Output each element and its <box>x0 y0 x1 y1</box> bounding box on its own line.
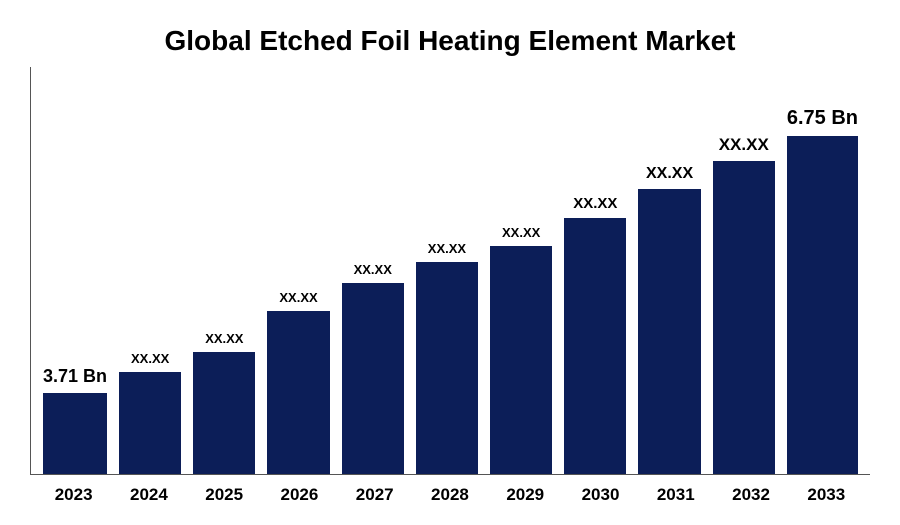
bar-group: 3.71 Bn <box>43 67 107 474</box>
bar-value-label: XX.XX <box>502 225 540 240</box>
x-tick: 2029 <box>494 485 557 505</box>
bar-group: XX.XX <box>564 67 626 474</box>
bar-value-label: XX.XX <box>279 290 317 305</box>
bar-group: XX.XX <box>267 67 329 474</box>
bar-value-label: 6.75 Bn <box>787 107 858 130</box>
bar-2032 <box>713 161 775 474</box>
bar-2033 <box>787 136 858 474</box>
bar-value-label: XX.XX <box>646 165 693 183</box>
x-tick: 2031 <box>644 485 707 505</box>
bar-group: XX.XX <box>638 67 700 474</box>
bar-group: XX.XX <box>490 67 552 474</box>
bar-value-label: XX.XX <box>719 135 769 155</box>
x-tick: 2028 <box>418 485 481 505</box>
bar-group: XX.XX <box>713 67 775 474</box>
bar-value-label: XX.XX <box>131 351 169 366</box>
bar-value-label: 3.71 Bn <box>43 366 107 387</box>
x-axis: 2023 2024 2025 2026 2027 2028 2029 2030 … <box>30 485 870 505</box>
bar-2023 <box>43 393 107 474</box>
bar-2025 <box>193 352 255 474</box>
x-tick: 2024 <box>117 485 180 505</box>
bar-2029 <box>490 246 552 474</box>
bar-group: 6.75 Bn <box>787 67 858 474</box>
bar-group: XX.XX <box>342 67 404 474</box>
bar-2030 <box>564 218 626 474</box>
x-tick: 2025 <box>193 485 256 505</box>
x-tick: 2026 <box>268 485 331 505</box>
bar-2024 <box>119 372 181 474</box>
x-tick: 2033 <box>795 485 858 505</box>
bar-value-label: XX.XX <box>573 195 617 212</box>
bar-2027 <box>342 283 404 474</box>
bar-2031 <box>638 189 700 474</box>
bar-value-label: XX.XX <box>205 331 243 346</box>
x-tick: 2032 <box>719 485 782 505</box>
bar-value-label: XX.XX <box>428 241 466 256</box>
x-tick: 2027 <box>343 485 406 505</box>
bar-value-label: XX.XX <box>354 262 392 277</box>
plot-area: 3.71 Bn XX.XX XX.XX XX.XX XX.XX XX.XX XX… <box>30 67 870 475</box>
bar-2026 <box>267 311 329 474</box>
bar-group: XX.XX <box>416 67 478 474</box>
bar-2028 <box>416 262 478 474</box>
bar-group: XX.XX <box>119 67 181 474</box>
chart-container: Global Etched Foil Heating Element Marke… <box>0 0 900 525</box>
x-tick: 2023 <box>42 485 105 505</box>
chart-title: Global Etched Foil Heating Element Marke… <box>30 25 870 57</box>
x-tick: 2030 <box>569 485 632 505</box>
bar-group: XX.XX <box>193 67 255 474</box>
